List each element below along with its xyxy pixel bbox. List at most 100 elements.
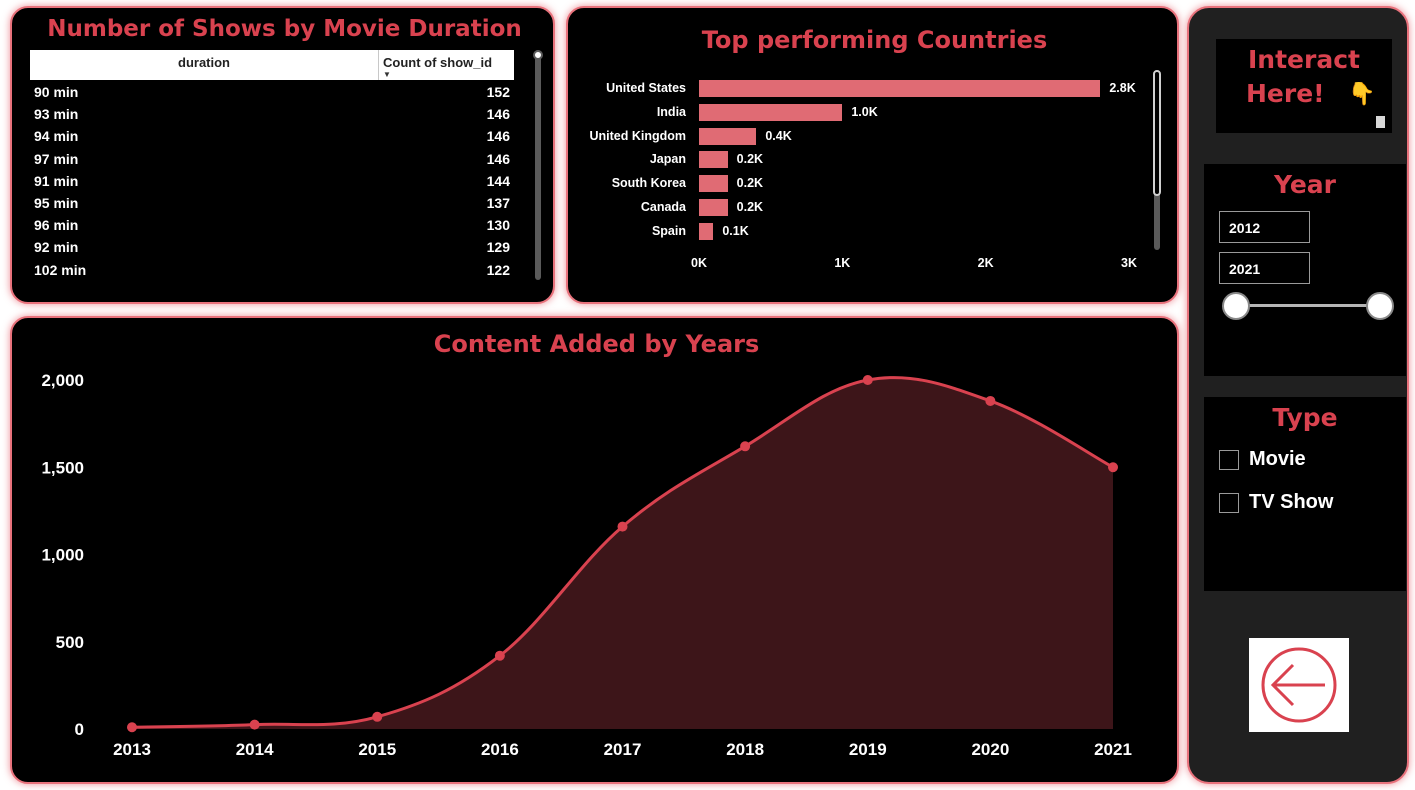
x-tick-label: 2014 [236, 740, 274, 759]
duration-cell: 96 min [34, 217, 79, 234]
scrollbar-track [535, 50, 541, 280]
content-line-chart: 2013 2014 2015 2016 2017 2018 2019 2020 2021 0 500… [41, 371, 1132, 759]
year-to-input[interactable]: 2021 [1219, 252, 1310, 284]
countries-chart-panel: Top performing Countries United States 2.… [566, 6, 1179, 304]
year-from-input[interactable]: 2012 [1219, 211, 1310, 243]
column-header-duration[interactable]: duration [178, 55, 230, 70]
country-label: South Korea [611, 176, 686, 191]
duration-cell: 94 min [34, 128, 79, 145]
x-tick-label: 2016 [481, 740, 519, 759]
duration-cell: 90 min [34, 84, 79, 100]
table-row[interactable]: 91 min 144 [34, 173, 510, 195]
duration-cell: 93 min [34, 106, 79, 123]
data-point[interactable] [1108, 462, 1118, 473]
resize-handle-icon[interactable] [1376, 116, 1385, 128]
table-row[interactable]: 94 min 146 [34, 128, 510, 150]
year-slider-track[interactable] [1236, 304, 1380, 307]
y-tick-label: 2,000 [41, 371, 84, 390]
country-label: United Kingdom [589, 128, 686, 143]
duration-cell: 91 min [34, 172, 79, 189]
duration-cell: 97 min [34, 150, 79, 167]
count-cell: 144 [486, 172, 510, 189]
data-point[interactable] [862, 375, 873, 385]
count-cell: 146 [486, 150, 510, 167]
x-tick-label: 2019 [849, 740, 887, 759]
country-label: United States [606, 81, 686, 95]
year-slider-start-handle[interactable] [1222, 292, 1250, 320]
x-tick-label: 0K [691, 256, 707, 270]
filter-sidebar: Interact Here! 👇 Year 2012 2021 Type Mov… [1187, 6, 1409, 784]
checkbox[interactable] [1219, 493, 1239, 513]
country-bar[interactable] [699, 151, 728, 169]
back-button[interactable] [1249, 638, 1349, 732]
count-cell: 130 [486, 217, 510, 234]
table-row[interactable]: 92 min 129 [34, 239, 510, 261]
country-bar[interactable] [699, 222, 714, 240]
countries-scrollbar[interactable] [1153, 70, 1161, 250]
table-row[interactable]: 96 min 130 [34, 217, 510, 239]
table-header: duration Count of show_id ▼ [30, 50, 514, 80]
year-filter: Year 2012 2021 [1204, 164, 1406, 376]
scrollbar-thumb[interactable] [533, 50, 543, 60]
x-tick-label: 2021 [1094, 740, 1132, 759]
count-cell: 146 [486, 128, 510, 145]
countries-chart-title: Top performing Countries [701, 26, 1048, 54]
y-tick-label: 1,000 [41, 546, 84, 565]
country-bar[interactable] [699, 175, 728, 193]
column-divider [378, 50, 379, 80]
country-value-label: 0.2K [736, 176, 764, 191]
count-cell: 146 [486, 106, 510, 123]
scrollbar-thumb[interactable] [1153, 70, 1161, 196]
data-point[interactable] [985, 395, 996, 406]
table-row[interactable]: 95 min 137 [34, 195, 510, 217]
country-bar[interactable] [699, 80, 1101, 97]
interact-title-line2: Here! [1246, 79, 1325, 108]
data-point[interactable] [740, 441, 751, 452]
country-value-label: 0.4K [765, 128, 792, 143]
table-row[interactable]: 90 min 152 [34, 84, 510, 106]
pointing-down-hand-icon: 👇 [1348, 81, 1376, 106]
country-value-label: 0.2K [736, 200, 764, 214]
table-row[interactable]: 102 min 122 [34, 262, 510, 284]
x-tick-label: 2018 [726, 740, 764, 759]
duration-cell: 95 min [34, 195, 79, 211]
x-tick-label: 1K [834, 256, 851, 270]
country-label: Canada [640, 200, 686, 214]
country-label: Spain [651, 223, 686, 238]
data-point[interactable] [617, 521, 628, 532]
type-filter-title: Type [1272, 403, 1338, 432]
type-filter: Type Movie TV Show [1204, 397, 1406, 591]
left-arrow-circle-icon [1261, 647, 1337, 723]
table-row[interactable]: 93 min 146 [34, 106, 510, 128]
y-tick-label: 1,500 [41, 458, 84, 477]
type-option-label: Movie [1249, 448, 1306, 470]
year-slider-end-handle[interactable] [1366, 292, 1394, 320]
count-cell: 152 [486, 84, 510, 100]
data-point[interactable] [127, 722, 137, 733]
type-option-label: TV Show [1249, 491, 1334, 513]
data-point[interactable] [494, 650, 505, 661]
interact-title: Interact [1248, 45, 1360, 74]
interact-card[interactable]: Interact Here! 👇 [1216, 39, 1392, 133]
data-point[interactable] [249, 719, 260, 730]
table-scrollbar[interactable] [532, 50, 543, 280]
duration-cell: 92 min [34, 239, 79, 256]
data-point[interactable] [372, 711, 383, 722]
column-header-count[interactable]: Count of show_id [383, 55, 493, 70]
count-cell: 122 [486, 261, 510, 278]
count-cell: 129 [486, 239, 510, 256]
country-label: India [656, 104, 686, 119]
country-bar[interactable] [699, 127, 757, 145]
duration-cell: 102 min [34, 261, 87, 278]
checkbox[interactable] [1219, 450, 1239, 470]
duration-table-panel: Number of Shows by Movie Duration durati… [10, 6, 555, 304]
table-row[interactable]: 97 min 146 [34, 151, 510, 173]
country-bar[interactable] [699, 199, 728, 216]
x-tick-label: 2020 [971, 740, 1009, 759]
country-value-label: 1.0K [851, 104, 878, 119]
country-bar[interactable] [699, 103, 843, 121]
content-chart-title: Content Added by Years [433, 330, 760, 358]
country-value-label: 0.1K [722, 223, 749, 238]
count-cell: 137 [486, 195, 510, 211]
x-tick-label: 3K [1121, 256, 1137, 270]
